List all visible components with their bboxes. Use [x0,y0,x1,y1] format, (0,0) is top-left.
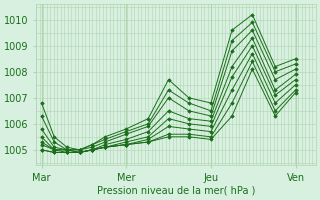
X-axis label: Pression niveau de la mer( hPa ): Pression niveau de la mer( hPa ) [97,186,255,196]
